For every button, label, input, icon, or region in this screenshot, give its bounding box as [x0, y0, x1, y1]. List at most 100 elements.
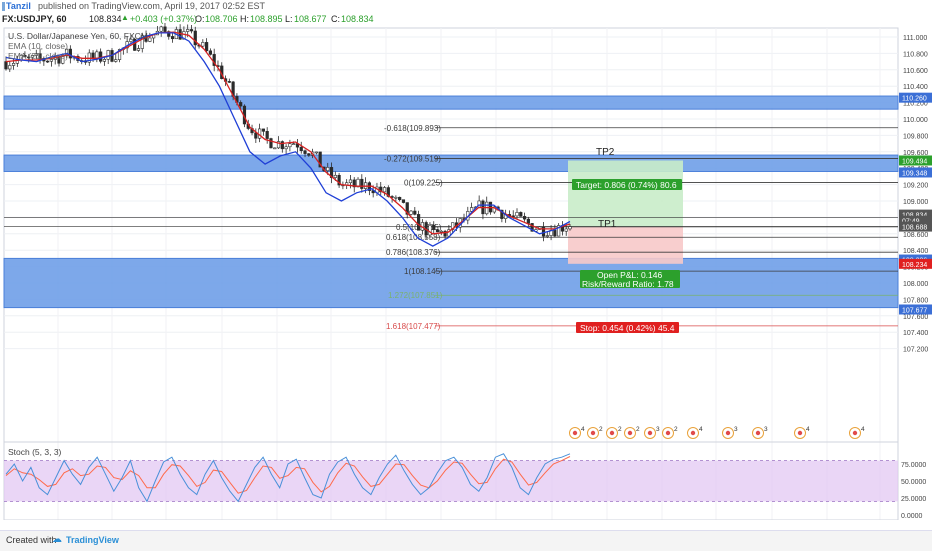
ohlc-close-label: C: — [331, 14, 340, 24]
candle-body — [87, 52, 91, 63]
price-tick-label: 110.400 — [903, 84, 928, 91]
candle-body — [114, 59, 118, 62]
candle-body — [314, 151, 318, 154]
candle-body — [140, 35, 144, 49]
candle-body — [564, 228, 568, 232]
candle-body — [91, 52, 95, 59]
target-zone-box — [568, 160, 683, 227]
up-arrow-icon: ▲ — [121, 13, 129, 22]
candle-body — [443, 230, 447, 237]
stoch-tick-label: 75.0000 — [901, 462, 926, 469]
event-count: 4 — [699, 426, 703, 433]
pnl-label: Open P&L: 0.146 Risk/Reward Ratio: 1.78 — [580, 270, 680, 289]
candle-body — [27, 56, 31, 59]
candle-body — [208, 50, 213, 55]
target-label-bg — [572, 179, 682, 190]
price-tick-label: 107.200 — [903, 347, 928, 354]
ema-slow-legend: EMA (20, close) — [8, 51, 68, 61]
stoch-tick-label: 25.0000 — [901, 496, 926, 503]
candle-body — [435, 229, 440, 233]
candle-body — [193, 30, 197, 46]
price-chart[interactable]: -0.618(109.893) -0.272(109.519) 0(109.225)… — [0, 0, 932, 520]
candle-body — [382, 187, 387, 193]
event-count: 2 — [674, 426, 678, 433]
candle-body — [409, 210, 413, 215]
publish-info: published on TradingView.com, April 19, … — [38, 1, 265, 11]
event-dot-icon — [627, 430, 633, 436]
price-tag-text: 107.677 — [902, 307, 927, 314]
candle-body — [292, 143, 296, 145]
candle-body — [189, 29, 194, 32]
ohlc-high-label: H: — [240, 14, 249, 24]
candle-body — [163, 26, 167, 32]
candle-body — [136, 48, 141, 51]
candle-body — [269, 138, 273, 149]
event-dot-icon — [590, 430, 596, 436]
stop-label-text: Stop: 0.454 (0.42%) 45.4 — [580, 323, 675, 333]
support-resistance-zones — [3, 95, 899, 309]
candle-body — [205, 42, 209, 52]
candle-body — [68, 48, 72, 59]
candle-body — [545, 235, 549, 237]
candle-body — [318, 151, 322, 168]
ohlc-low-label: L: — [285, 14, 293, 24]
price-tag-text: 108.688 — [902, 225, 927, 232]
candle-body — [299, 146, 303, 152]
candle-body — [46, 60, 50, 63]
position-boxes — [568, 160, 683, 264]
fib-label: -0.272(109.519) — [384, 154, 441, 163]
tp2-label: TP2 — [596, 147, 615, 158]
price-tick-label: 108.600 — [903, 232, 928, 239]
tradingview-logo-text[interactable]: TradingView — [66, 535, 119, 545]
candle-body — [348, 179, 353, 184]
fib-label: 1.272(107.851) — [388, 291, 443, 300]
candle-body — [557, 225, 561, 237]
candle-body — [49, 59, 54, 62]
candle-body — [451, 222, 455, 230]
candle-body — [356, 178, 360, 188]
price-tags: 110.260109.494109.348108.83407:49108.688… — [899, 92, 932, 315]
candle-body — [492, 206, 496, 213]
ohlc-open-label: O: — [195, 14, 205, 24]
price-tag-bg — [899, 167, 932, 178]
tp1-label: TP1 — [598, 219, 617, 230]
stoch-tick-label: 0.0000 — [901, 513, 923, 520]
symbol-label[interactable]: FX:USDJPY, 60 — [2, 14, 67, 24]
candle-body — [379, 186, 383, 193]
footer-bar: Created with ☁ TradingView — [0, 530, 932, 551]
candle-body — [439, 230, 443, 233]
price-tag-bg — [899, 215, 932, 226]
price-tick-label: 109.000 — [903, 199, 928, 206]
chart-legend-title: U.S. Dollar/Japanese Yen, 60, FXCM — [8, 31, 148, 41]
candle-body — [201, 42, 205, 47]
event-dot-icon — [755, 430, 761, 436]
candle-body — [401, 199, 406, 203]
price-tick-label: 110.000 — [903, 117, 928, 124]
candle-body — [95, 51, 99, 59]
candle-body — [23, 54, 27, 58]
candle-body — [428, 224, 432, 236]
candle-body — [254, 132, 258, 139]
candle-body — [326, 167, 330, 171]
price-tag-bg — [899, 92, 932, 103]
candle-body — [34, 53, 38, 56]
author-link[interactable]: Tanzil — [6, 1, 31, 11]
price-tick-label: 108.400 — [903, 248, 928, 255]
candle-body — [186, 29, 190, 32]
candle-body — [413, 210, 417, 215]
candle-body — [106, 50, 110, 60]
stop-zone-box — [568, 226, 683, 264]
candle-body — [333, 174, 337, 178]
candle-body — [276, 141, 281, 149]
price-tick-label: 110.800 — [903, 51, 928, 58]
cloud-icon: ☁ — [52, 534, 62, 545]
price-tag-text: 110.260 — [902, 96, 927, 103]
ema-fast-line — [5, 32, 571, 247]
candle-body — [530, 223, 534, 232]
price-tick-label: 107.600 — [903, 314, 928, 321]
candle-body — [38, 53, 42, 59]
candle-body — [117, 49, 122, 60]
fib-label: 0.618(108.558) — [386, 233, 441, 242]
ohlc-high-value: 108.895 — [250, 14, 283, 24]
candle-body — [11, 63, 16, 66]
